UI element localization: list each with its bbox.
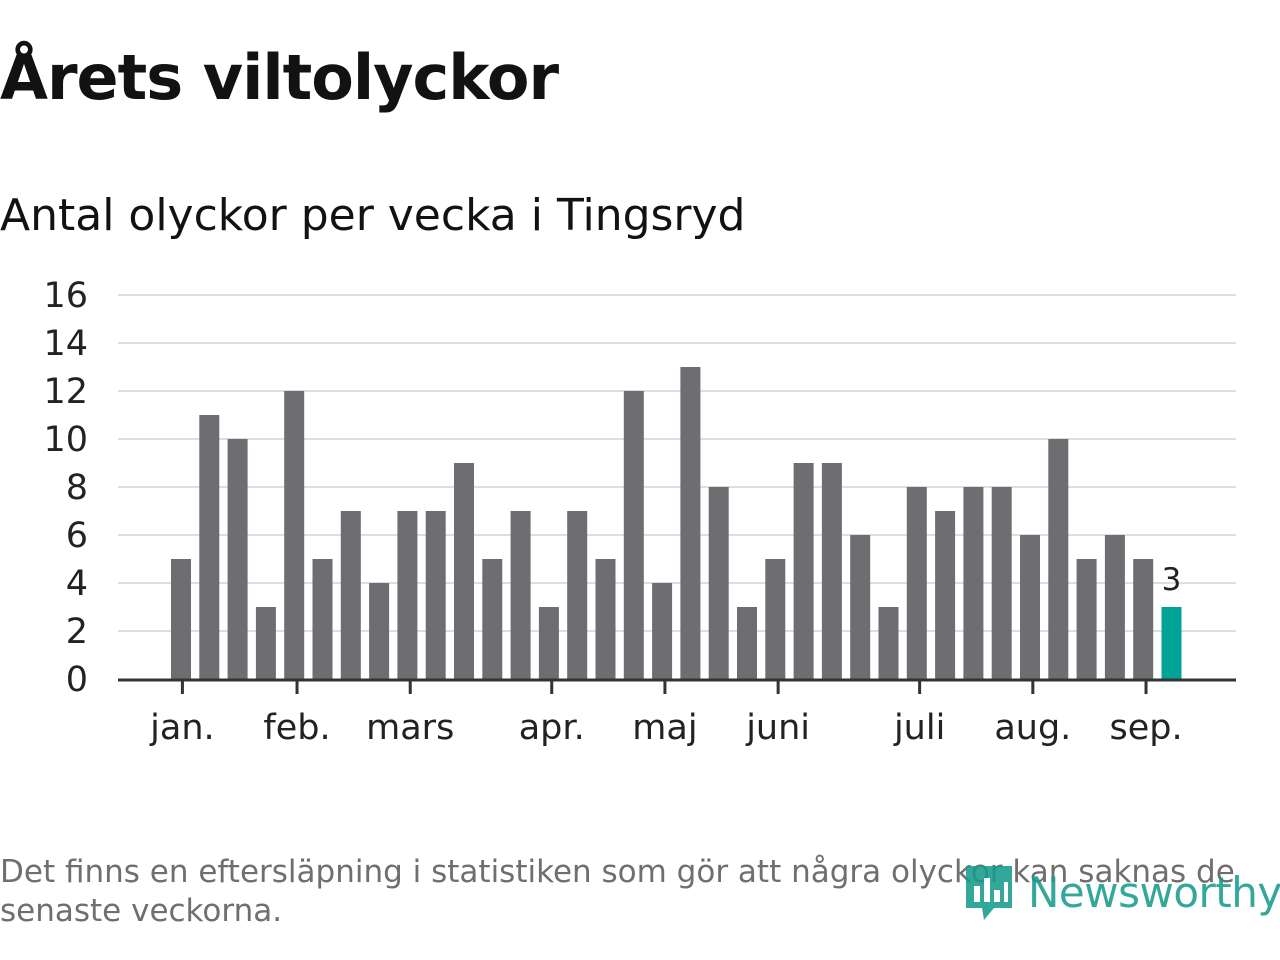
bar — [935, 511, 956, 679]
bar — [1133, 559, 1154, 679]
bar-highlight — [1161, 607, 1182, 679]
bar — [567, 511, 588, 679]
bar — [312, 559, 333, 679]
y-tick-label-16: 16 — [43, 276, 88, 316]
bar — [1076, 559, 1097, 679]
x-axis-ticks: jan. feb. mars apr. maj juni juli aug. sep. — [149, 680, 1183, 748]
bar — [538, 607, 559, 679]
bar — [850, 535, 871, 679]
bar — [708, 487, 729, 679]
y-tick-label-6: 6 — [66, 516, 88, 556]
bar — [227, 439, 248, 679]
bars — [171, 367, 1182, 679]
bar — [765, 559, 786, 679]
chart-subtitle: Antal olyckor per vecka i Tingsryd — [0, 190, 746, 241]
bar — [821, 463, 842, 679]
bar-chart: 0 2 4 6 8 10 12 14 16 jan. feb. mars apr. maj juni jul… — [43, 276, 1236, 748]
x-tick-label: juni — [745, 708, 810, 748]
bar — [991, 487, 1012, 679]
x-tick-label: maj — [632, 708, 697, 748]
y-tick-label-4: 4 — [66, 564, 88, 604]
bar — [793, 463, 814, 679]
bar — [255, 607, 276, 679]
y-tick-label-14: 14 — [43, 324, 88, 364]
bar — [369, 583, 390, 679]
newsworthy-logo: Newsworthy — [962, 860, 1280, 924]
y-tick-label-10: 10 — [43, 420, 88, 460]
bar — [595, 559, 616, 679]
bar — [1020, 535, 1040, 679]
x-tick-label: apr. — [519, 708, 585, 748]
bar — [737, 607, 757, 679]
data-labels: 3 — [1162, 562, 1182, 598]
y-tick-label-0: 0 — [66, 660, 88, 700]
x-tick-label: jan. — [149, 708, 214, 748]
bar — [284, 391, 305, 679]
y-tick-label-12: 12 — [43, 372, 88, 412]
bar — [340, 511, 361, 679]
y-tick-label-8: 8 — [66, 468, 88, 508]
footnote: Det finns en eftersläpning i statistiken… — [0, 854, 1235, 929]
bar — [171, 559, 191, 679]
x-tick-label: feb. — [263, 708, 330, 748]
x-tick-label: aug. — [994, 708, 1071, 748]
bar — [482, 559, 503, 679]
x-tick-label: sep. — [1109, 708, 1182, 748]
bar — [425, 511, 446, 679]
bar — [623, 391, 644, 679]
bar — [1104, 535, 1125, 679]
bar — [878, 607, 899, 679]
newsworthy-logo-icon — [966, 866, 1012, 920]
bar — [1048, 439, 1069, 679]
bar — [963, 487, 984, 679]
x-tick-label: juli — [893, 708, 945, 748]
bar — [906, 487, 927, 679]
bar — [199, 415, 220, 679]
bar — [680, 367, 701, 679]
bar — [454, 463, 474, 679]
y-tick-label-2: 2 — [66, 612, 88, 652]
bar — [652, 583, 673, 679]
x-tick-label: mars — [366, 708, 454, 748]
bar — [510, 511, 531, 679]
bar — [397, 511, 418, 679]
y-axis-ticks: 0 2 4 6 8 10 12 14 16 — [43, 276, 88, 700]
brand-name: Newsworthy — [1028, 867, 1280, 917]
chart-title: Årets viltolyckor — [0, 41, 559, 114]
grid-lines — [118, 294, 1236, 632]
data-label-highlight: 3 — [1162, 562, 1182, 598]
